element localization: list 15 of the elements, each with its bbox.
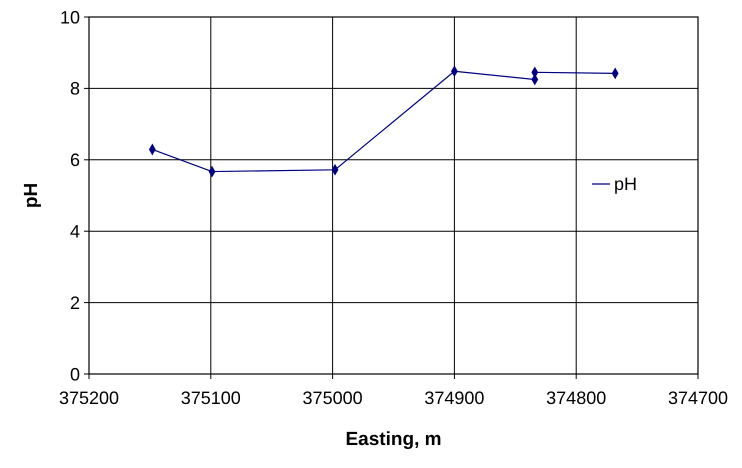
x-tick-label: 374800 (546, 388, 606, 408)
x-axis-title: Easting, m (345, 429, 442, 450)
y-tick-label: 6 (70, 150, 80, 170)
y-tick-label: 2 (70, 292, 80, 313)
y-tick-label: 0 (70, 364, 80, 384)
x-tick-label: 375100 (180, 388, 241, 408)
x-tick-label: 375200 (58, 388, 120, 408)
x-tick-label: 374900 (424, 388, 484, 408)
y-axis-title: pH (21, 182, 42, 208)
y-tick-label: 8 (70, 78, 80, 99)
y-tick-label: 4 (70, 222, 80, 242)
x-tick-label: 375000 (302, 388, 363, 408)
legend-label: pH (614, 174, 638, 194)
y-tick-label: 10 (60, 7, 80, 28)
x-tick-label: 374700 (668, 388, 728, 408)
